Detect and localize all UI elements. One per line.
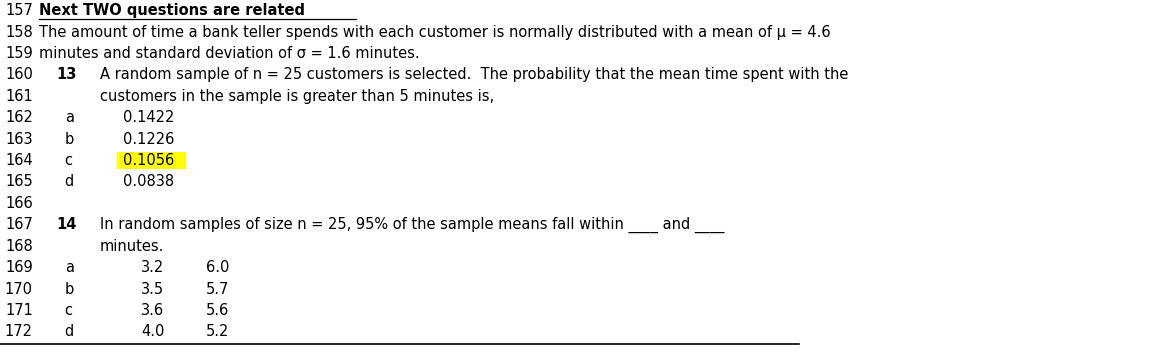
Text: 161: 161 xyxy=(5,89,33,104)
Text: The amount of time a bank teller spends with each customer is normally distribut: The amount of time a bank teller spends … xyxy=(39,25,831,40)
Text: d: d xyxy=(65,324,74,339)
Text: 171: 171 xyxy=(5,303,33,318)
Text: 158: 158 xyxy=(5,25,33,40)
Text: d: d xyxy=(65,174,74,190)
FancyBboxPatch shape xyxy=(118,152,186,169)
Text: 162: 162 xyxy=(5,110,33,125)
Text: A random sample of n = 25 customers is selected.  The probability that the mean : A random sample of n = 25 customers is s… xyxy=(100,67,848,82)
Text: 5.7: 5.7 xyxy=(206,282,229,297)
Text: 0.1226: 0.1226 xyxy=(123,132,175,147)
Text: 159: 159 xyxy=(5,46,33,61)
Text: 164: 164 xyxy=(5,153,33,168)
Text: 3.2: 3.2 xyxy=(141,260,165,275)
Text: 13: 13 xyxy=(56,67,76,82)
Text: a: a xyxy=(65,110,74,125)
Text: 168: 168 xyxy=(5,239,33,254)
Text: 165: 165 xyxy=(5,174,33,190)
Text: 0.1422: 0.1422 xyxy=(123,110,175,125)
Text: 157: 157 xyxy=(5,3,33,18)
Text: 5.6: 5.6 xyxy=(206,303,229,318)
Text: 0.0838: 0.0838 xyxy=(123,174,175,190)
Text: 167: 167 xyxy=(5,217,33,232)
Text: 169: 169 xyxy=(5,260,33,275)
Text: b: b xyxy=(65,132,74,147)
Text: customers in the sample is greater than 5 minutes is,: customers in the sample is greater than … xyxy=(100,89,493,104)
Text: 5.2: 5.2 xyxy=(206,324,229,339)
Text: 6.0: 6.0 xyxy=(206,260,229,275)
Text: Next TWO questions are related: Next TWO questions are related xyxy=(39,3,304,18)
Text: 0.1056: 0.1056 xyxy=(123,153,175,168)
Text: minutes.: minutes. xyxy=(100,239,165,254)
Text: 163: 163 xyxy=(5,132,33,147)
Text: In random samples of size n = 25, 95% of the sample means fall within ____ and _: In random samples of size n = 25, 95% of… xyxy=(100,217,724,233)
Text: 4.0: 4.0 xyxy=(141,324,165,339)
Text: 3.6: 3.6 xyxy=(141,303,165,318)
Text: 14: 14 xyxy=(56,217,76,232)
Text: 166: 166 xyxy=(5,196,33,211)
Text: minutes and standard deviation of σ = 1.6 minutes.: minutes and standard deviation of σ = 1.… xyxy=(39,46,419,61)
Text: 3.5: 3.5 xyxy=(141,282,165,297)
Text: 170: 170 xyxy=(5,282,33,297)
Text: a: a xyxy=(65,260,74,275)
Text: 160: 160 xyxy=(5,67,33,82)
Text: c: c xyxy=(65,153,73,168)
Text: b: b xyxy=(65,282,74,297)
Text: 172: 172 xyxy=(5,324,33,339)
Text: c: c xyxy=(65,303,73,318)
